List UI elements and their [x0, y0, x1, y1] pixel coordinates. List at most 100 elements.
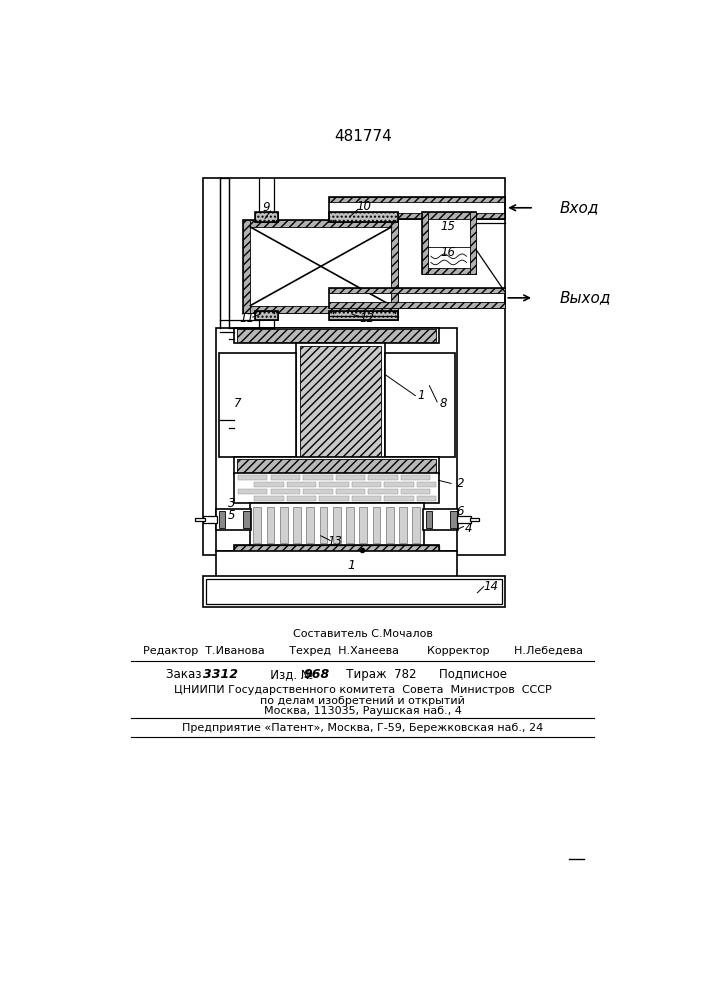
Text: ЦНИИПИ Государственного комитета  Совета  Министров  СССР: ЦНИИПИ Государственного комитета Совета …	[174, 685, 551, 695]
Text: 1: 1	[418, 389, 426, 402]
Bar	[255, 212, 279, 222]
Bar	[421, 212, 476, 274]
Text: 4: 4	[464, 522, 472, 535]
Bar	[450, 511, 457, 528]
Bar	[329, 311, 398, 320]
Bar	[329, 302, 506, 308]
Bar	[206, 579, 502, 604]
Text: 5: 5	[228, 509, 235, 522]
Bar	[255, 496, 284, 501]
Bar	[303, 489, 332, 494]
Bar	[457, 516, 472, 523]
Bar	[329, 213, 506, 219]
Text: Изд. №: Изд. №	[259, 668, 317, 681]
Bar	[320, 496, 349, 501]
Bar	[373, 507, 380, 543]
Bar	[237, 329, 436, 342]
Text: Составитель С.Мочалов: Составитель С.Мочалов	[293, 629, 433, 639]
Text: по делам изобретений и открытий: по делам изобретений и открытий	[260, 696, 465, 706]
Bar	[368, 475, 397, 480]
Bar	[329, 212, 398, 222]
Bar	[320, 482, 349, 487]
Text: 3312: 3312	[203, 668, 238, 681]
Text: Предприятие «Патент», Москва, Г-59, Бережковская наб., 24: Предприятие «Патент», Москва, Г-59, Бере…	[182, 723, 544, 733]
Text: 12: 12	[360, 312, 375, 325]
Bar	[267, 507, 274, 543]
Bar	[293, 507, 301, 543]
Bar	[320, 507, 327, 543]
Text: 8: 8	[440, 397, 447, 410]
Bar	[329, 288, 506, 308]
Text: 11: 11	[240, 312, 255, 325]
Bar	[417, 482, 436, 487]
Bar	[255, 482, 284, 487]
Bar	[203, 178, 506, 555]
Text: Заказ: Заказ	[166, 668, 205, 681]
Bar	[243, 220, 250, 312]
Bar	[336, 489, 365, 494]
Text: 15: 15	[440, 220, 455, 233]
Text: 14: 14	[484, 580, 499, 593]
Bar	[287, 482, 316, 487]
Bar	[234, 545, 440, 553]
Bar	[385, 482, 414, 487]
Bar	[329, 212, 398, 222]
Bar	[253, 507, 261, 543]
Bar	[469, 212, 476, 274]
Bar	[352, 482, 381, 487]
Bar	[271, 489, 300, 494]
Bar	[238, 475, 267, 480]
Bar	[195, 518, 204, 521]
Text: 6: 6	[457, 505, 464, 518]
Text: 968: 968	[304, 668, 330, 681]
Bar	[234, 473, 440, 503]
Bar	[469, 518, 479, 521]
Text: Редактор  Т.Иванова       Техред  Н.Ханеева        Корректор       Н.Лебедева: Редактор Т.Иванова Техред Н.Ханеева Корр…	[143, 646, 583, 656]
Bar	[243, 306, 398, 312]
Bar	[426, 511, 432, 528]
Bar	[417, 496, 436, 501]
Bar	[234, 545, 440, 553]
Bar	[401, 489, 430, 494]
Bar	[218, 511, 225, 528]
Bar	[421, 212, 428, 274]
Text: Выход: Выход	[559, 290, 611, 305]
Bar	[346, 507, 354, 543]
Bar	[333, 507, 341, 543]
Bar	[203, 516, 217, 523]
Bar	[238, 489, 267, 494]
Bar	[368, 489, 397, 494]
Bar	[392, 220, 398, 312]
Bar	[234, 457, 440, 474]
Bar	[243, 511, 250, 528]
Bar	[306, 507, 314, 543]
Bar	[329, 311, 398, 320]
Text: 16: 16	[440, 246, 455, 259]
Bar	[336, 475, 365, 480]
Bar	[280, 507, 288, 543]
Bar	[421, 212, 476, 219]
Bar	[359, 507, 367, 543]
Text: 2: 2	[457, 477, 464, 490]
Text: 10: 10	[356, 200, 371, 213]
Bar	[300, 346, 381, 464]
Text: 13: 13	[327, 535, 342, 548]
Bar	[352, 496, 381, 501]
Bar	[386, 507, 394, 543]
Bar	[255, 212, 279, 222]
Bar	[329, 197, 506, 202]
Bar	[243, 220, 398, 227]
Text: 1: 1	[348, 559, 356, 572]
Bar	[385, 353, 455, 457]
Bar	[329, 288, 506, 293]
Bar	[401, 475, 430, 480]
Text: 9: 9	[263, 201, 270, 214]
Bar	[216, 551, 457, 578]
Bar	[243, 220, 398, 312]
Bar	[250, 503, 424, 546]
Bar	[399, 507, 407, 543]
Bar	[255, 311, 279, 320]
Text: 3: 3	[228, 497, 235, 510]
Bar	[287, 496, 316, 501]
Bar	[234, 328, 440, 343]
